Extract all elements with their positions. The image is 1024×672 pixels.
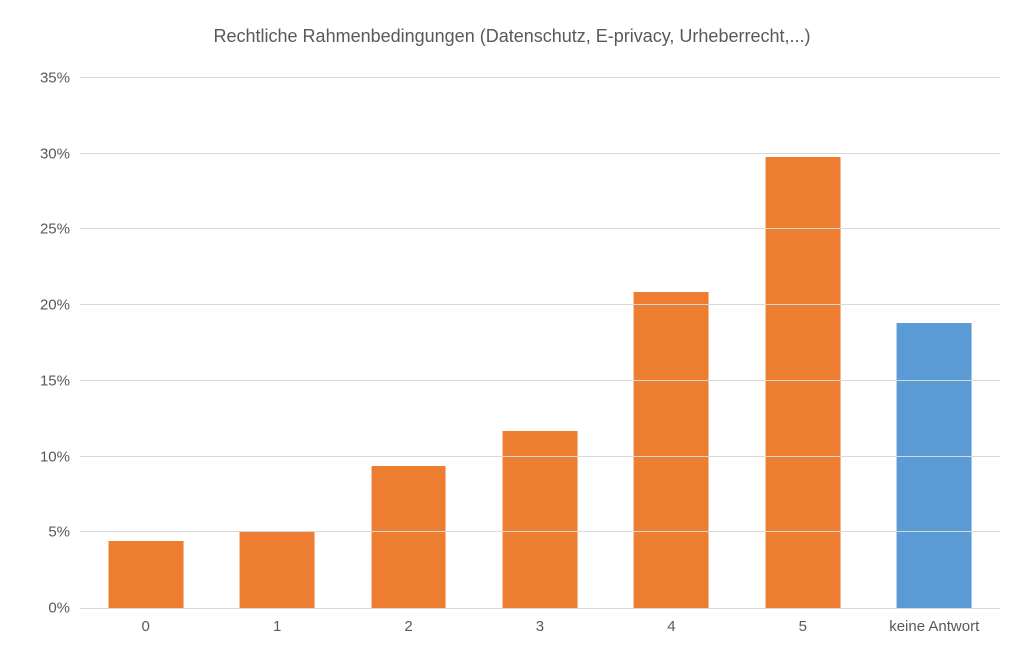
gridline <box>80 380 1000 381</box>
bar <box>371 466 446 608</box>
y-tick-label: 0% <box>48 600 80 617</box>
gridline <box>80 456 1000 457</box>
bar-slot: 3 <box>474 78 605 608</box>
y-tick-label: 20% <box>40 297 80 314</box>
plot-area: 012345keine Antwort 0%5%10%15%20%25%30%3… <box>80 78 1000 609</box>
gridline <box>80 531 1000 532</box>
bar-slot: keine Antwort <box>869 78 1000 608</box>
gridline <box>80 304 1000 305</box>
bar <box>634 292 709 608</box>
chart-container: Rechtliche Rahmenbedingungen (Datenschut… <box>0 0 1024 672</box>
x-tick-label: 2 <box>404 608 412 635</box>
x-tick-label: keine Antwort <box>889 608 979 635</box>
bar <box>897 323 972 608</box>
y-tick-label: 30% <box>40 145 80 162</box>
bar-slot: 5 <box>737 78 868 608</box>
gridline <box>80 228 1000 229</box>
bar <box>503 431 578 608</box>
x-tick-label: 3 <box>536 608 544 635</box>
y-tick-label: 15% <box>40 372 80 389</box>
bar <box>108 541 183 608</box>
bar-slot: 1 <box>211 78 342 608</box>
bar-slot: 0 <box>80 78 211 608</box>
x-tick-label: 1 <box>273 608 281 635</box>
bar-slot: 4 <box>606 78 737 608</box>
bars-container: 012345keine Antwort <box>80 78 1000 608</box>
bar-slot: 2 <box>343 78 474 608</box>
x-tick-label: 0 <box>142 608 150 635</box>
x-tick-label: 5 <box>799 608 807 635</box>
x-tick-label: 4 <box>667 608 675 635</box>
y-tick-label: 35% <box>40 70 80 87</box>
y-tick-label: 10% <box>40 448 80 465</box>
gridline <box>80 153 1000 154</box>
gridline <box>80 77 1000 78</box>
bar <box>765 157 840 608</box>
y-tick-label: 25% <box>40 221 80 238</box>
chart-title: Rechtliche Rahmenbedingungen (Datenschut… <box>0 26 1024 47</box>
bar <box>240 532 315 608</box>
y-tick-label: 5% <box>48 524 80 541</box>
